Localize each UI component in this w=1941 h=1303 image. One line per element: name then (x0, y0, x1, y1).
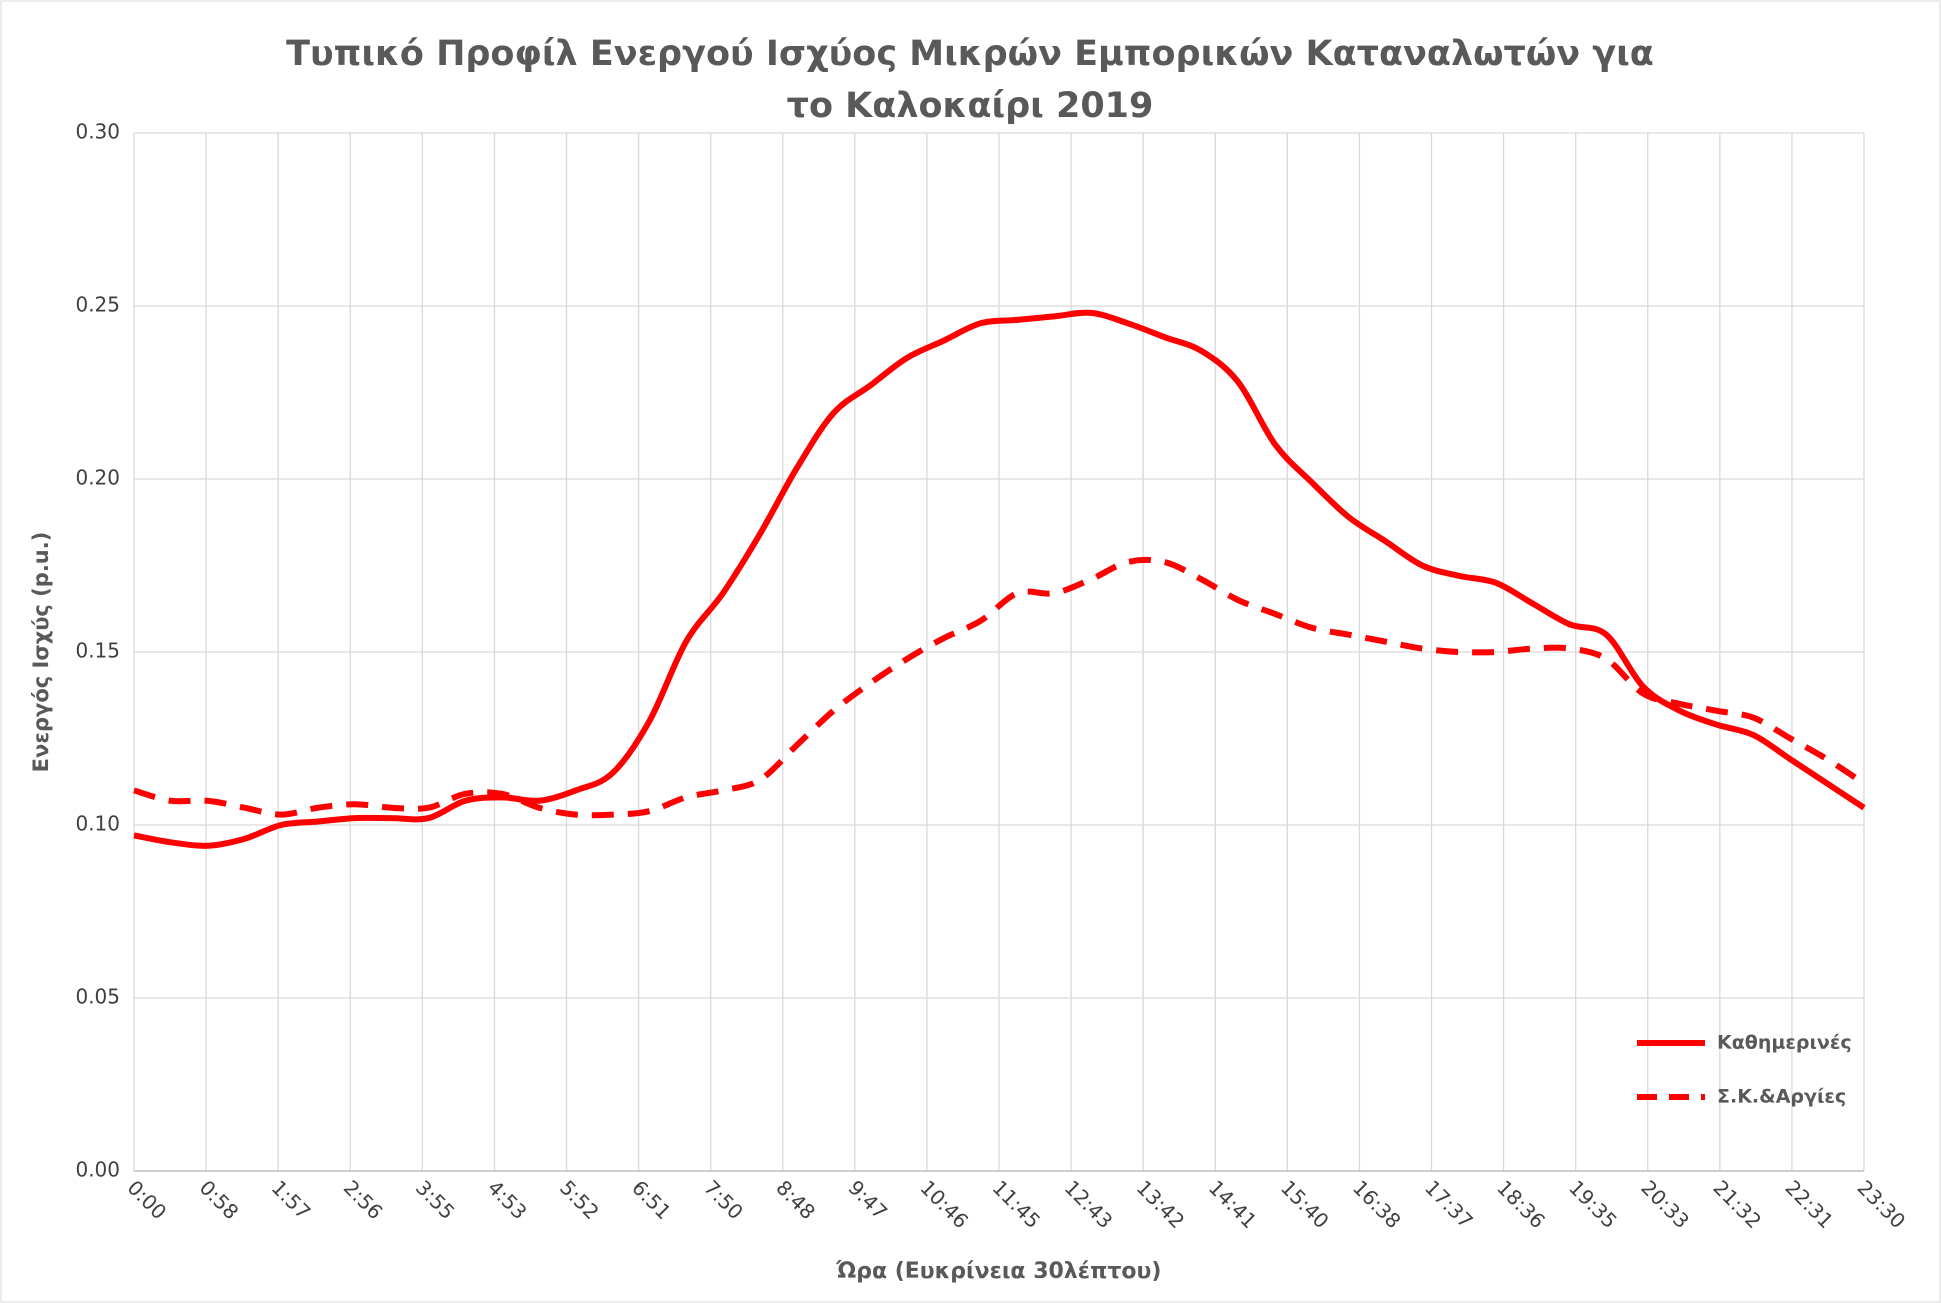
x-tick-label: 21:32 (1708, 1175, 1766, 1233)
line-series (133, 309, 1866, 849)
x-tick-label: 0:00 (123, 1175, 172, 1224)
x-tick-label: 20:33 (1636, 1175, 1694, 1233)
y-tick-label: 0.05 (75, 985, 120, 1009)
x-tick-label: 6:51 (627, 1175, 676, 1224)
x-tick-label: 3:55 (411, 1175, 460, 1224)
y-tick-label: 0.10 (75, 812, 120, 836)
x-tick-label: 2:56 (339, 1175, 388, 1224)
x-tick-label: 5:52 (555, 1175, 604, 1224)
x-tick-label: 18:36 (1492, 1175, 1550, 1233)
chart-title: Τυπικό Προφίλ Ενεργού Ισχύος Μικρών Εμπο… (286, 34, 1654, 126)
x-tick-label: 16:38 (1348, 1175, 1406, 1233)
x-tick-label: 13:42 (1132, 1175, 1190, 1233)
y-tick-label: 0.00 (75, 1158, 120, 1182)
y-tick-label: 0.25 (75, 293, 120, 317)
x-tick-label: 7:50 (699, 1175, 748, 1224)
x-tick-label: 0:58 (195, 1175, 244, 1224)
line-series (133, 556, 1866, 819)
legend-label: Καθημερινές (1717, 1032, 1852, 1054)
x-tick-label: 17:37 (1420, 1175, 1478, 1233)
x-tick-label: 22:31 (1780, 1175, 1838, 1233)
x-tick-label: 8:48 (771, 1175, 820, 1224)
y-tick-label: 0.15 (75, 639, 120, 663)
x-tick-label: 15:40 (1276, 1175, 1334, 1233)
x-tick-label: 14:41 (1204, 1175, 1262, 1233)
x-tick-label: 19:35 (1564, 1175, 1622, 1233)
x-tick-label: 1:57 (267, 1175, 316, 1224)
x-tick-label: 23:30 (1853, 1175, 1911, 1233)
x-tick-label: 11:45 (988, 1175, 1046, 1233)
x-tick-label: 12:43 (1060, 1175, 1118, 1233)
x-tick-label: 10:46 (915, 1175, 973, 1233)
y-tick-label: 0.30 (75, 120, 120, 144)
y-axis-label: Ενεργός Ισχύς (p.u.) (29, 532, 53, 773)
x-axis-label: Ώρα (Ευκρίνεια 30λέπτου) (836, 1259, 1162, 1284)
x-tick-label: 4:53 (483, 1175, 532, 1224)
y-tick-label: 0.20 (75, 466, 120, 490)
legend-label: Σ.Κ.&Αργίες (1717, 1086, 1846, 1108)
x-tick-label: 9:47 (843, 1175, 892, 1224)
